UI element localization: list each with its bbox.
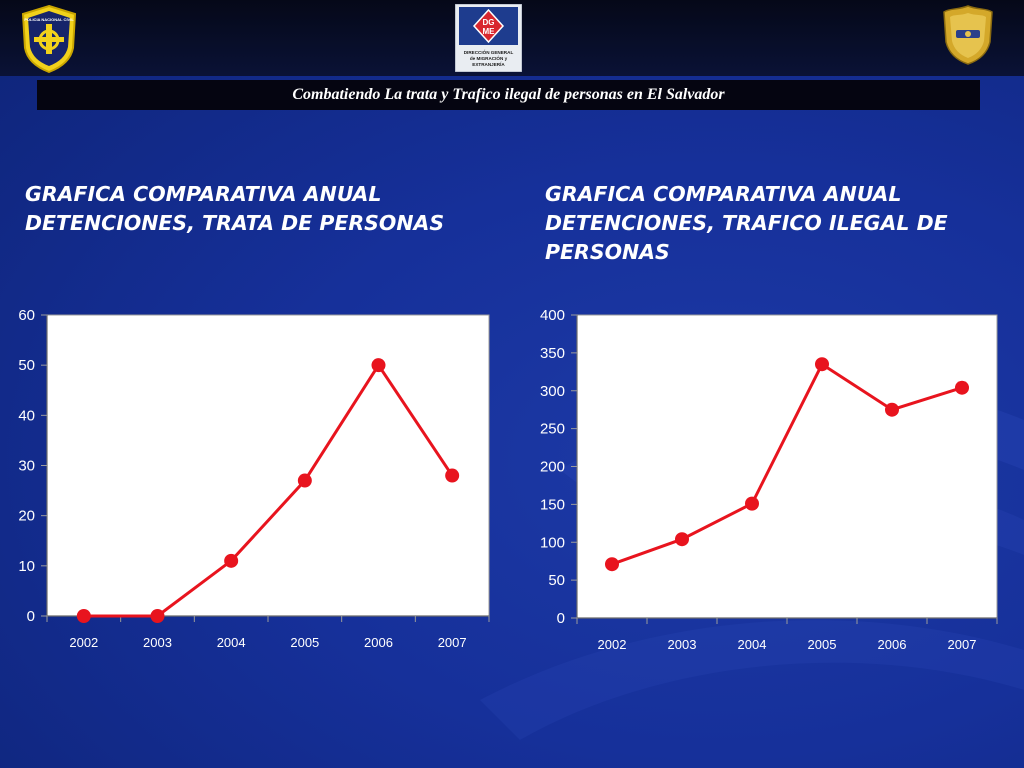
y-tick-label: 0	[557, 610, 565, 627]
data-label: 0	[148, 575, 157, 594]
svg-text:ME: ME	[483, 27, 496, 36]
y-tick-label: 200	[540, 459, 565, 476]
y-tick-label: 150	[540, 496, 565, 513]
logo-center-line3: EXTRANJERÍA	[472, 60, 505, 67]
data-label: 28	[439, 424, 458, 443]
banner-title: Combatiendo La trata y Trafico ilegal de…	[37, 80, 980, 110]
policia-nacional-civil-logo: POLICIA NACIONAL CIVIL	[21, 4, 77, 74]
y-tick-label: 100	[540, 534, 565, 551]
chart-title-trata: GRAFICA COMPARATIVA ANUAL DETENCIONES, T…	[25, 180, 444, 238]
chart-title-line: DETENCIONES, TRATA DE PERSONAS	[25, 211, 445, 235]
data-label: 304	[948, 348, 970, 363]
x-tick-label: 2007	[948, 637, 977, 652]
x-tick-label: 2003	[668, 637, 697, 652]
dgme-logo: DG ME DIRECCIÓN GENERAL de MIGRACIÓN y E…	[455, 4, 522, 72]
series-line	[611, 362, 963, 566]
series-line	[83, 362, 454, 618]
chart-title-line: GRAFICA COMPARATIVA ANUAL	[545, 182, 902, 206]
y-tick-label: 250	[540, 421, 565, 438]
data-point	[745, 496, 759, 511]
chart-title-line: DETENCIONES, TRAFICO ILEGAL DE	[545, 211, 948, 235]
data-label: 0	[73, 575, 82, 594]
logo-center-line2: de MIGRACIÓN y	[470, 54, 508, 61]
x-tick-label: 2004	[738, 637, 767, 652]
y-tick-label: 50	[548, 572, 565, 589]
x-tick-label: 2007	[438, 635, 467, 650]
logo-left-text: POLICIA NACIONAL CIVIL	[24, 17, 74, 22]
x-tick-label: 2002	[69, 635, 98, 650]
data-point	[675, 532, 689, 547]
x-tick-label: 2005	[808, 637, 837, 652]
data-point	[885, 402, 899, 417]
x-tick-label: 2005	[290, 635, 319, 650]
data-label: 50	[369, 324, 388, 343]
x-tick-label: 2002	[598, 637, 627, 652]
x-tick-label: 2003	[143, 635, 172, 650]
y-tick-label: 30	[18, 458, 35, 475]
data-label: 104	[666, 493, 688, 508]
x-tick-label: 2004	[217, 635, 246, 650]
logo-center-line1: DIRECCIÓN GENERAL	[464, 48, 514, 55]
plot-area	[576, 314, 998, 619]
y-tick-label: 300	[540, 383, 565, 400]
y-tick-label: 400	[540, 307, 565, 324]
x-tick-label: 2006	[878, 637, 907, 652]
data-point	[76, 609, 91, 623]
data-point	[445, 468, 460, 483]
data-point	[815, 357, 829, 372]
chart-title-line: PERSONAS	[545, 240, 670, 264]
data-label: 71	[598, 526, 612, 541]
data-point	[150, 609, 165, 623]
x-tick-label: 2006	[364, 635, 393, 650]
chart-title-line: GRAFICA COMPARATIVA ANUAL	[25, 182, 382, 206]
plot-area	[46, 314, 490, 617]
y-tick-label: 10	[18, 558, 35, 575]
y-tick-label: 20	[18, 508, 35, 525]
data-point	[224, 553, 239, 568]
data-point	[955, 380, 969, 395]
y-tick-label: 50	[18, 357, 35, 374]
data-point	[371, 358, 386, 373]
data-point	[605, 557, 619, 572]
svg-text:DG: DG	[483, 18, 495, 27]
y-tick-label: 60	[18, 307, 35, 324]
y-tick-label: 350	[540, 345, 565, 362]
data-label: 27	[304, 436, 323, 455]
data-label: 335	[807, 327, 829, 342]
police-badge-logo	[943, 5, 993, 65]
data-point	[297, 473, 312, 488]
data-label: 151	[721, 458, 743, 473]
y-tick-label: 0	[27, 608, 35, 625]
data-label: 275	[878, 376, 900, 391]
y-tick-label: 40	[18, 407, 35, 424]
data-label: 11	[222, 516, 240, 535]
chart-title-trafico: GRAFICA COMPARATIVA ANUAL DETENCIONES, T…	[545, 180, 948, 267]
